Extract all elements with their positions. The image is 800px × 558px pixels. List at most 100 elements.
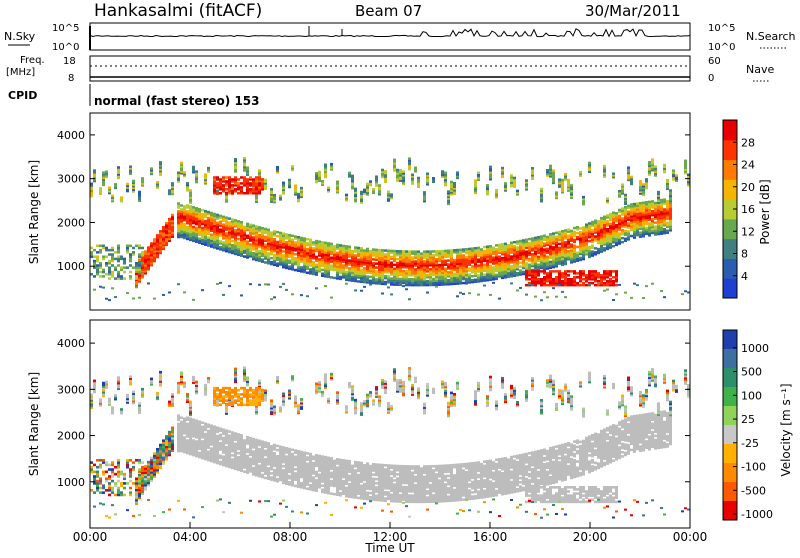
power-cell [204, 173, 207, 176]
power-cell [579, 231, 582, 234]
power-cell [606, 288, 609, 290]
power-cell [102, 269, 105, 272]
power-cell [660, 290, 663, 292]
power-cell [291, 165, 294, 168]
power-cell [135, 286, 138, 288]
power-cell [618, 232, 621, 235]
freq-label-1: Freq. [20, 55, 45, 66]
velocity-cell [120, 471, 123, 474]
power-cell [243, 255, 246, 258]
velocity-cell [120, 491, 123, 494]
velocity-cell [114, 482, 117, 485]
power-cell [282, 182, 285, 185]
power-cell [234, 219, 237, 222]
power-cell [120, 266, 123, 269]
power-cell [354, 289, 357, 291]
power-cell [456, 171, 459, 174]
power-cell [372, 188, 375, 191]
power-cell [309, 268, 312, 271]
power-cell [99, 275, 102, 278]
velocity-cell [138, 471, 141, 474]
power-cell [228, 221, 231, 224]
power-cell [168, 218, 171, 221]
power-cell [315, 256, 318, 258]
power-cell [624, 230, 627, 233]
power-cell [444, 267, 447, 270]
power-cell [354, 246, 357, 249]
power-cell [411, 174, 414, 177]
velocity-cell [126, 461, 129, 464]
power-cell [444, 250, 447, 253]
power-cell [219, 240, 222, 243]
velocity-cell [162, 511, 165, 513]
power-cell [387, 191, 390, 194]
power-cell [192, 299, 195, 301]
power-cell [204, 220, 207, 223]
power-cell [267, 229, 270, 232]
power-cell [525, 250, 528, 253]
power-cell [195, 170, 198, 173]
power-cell [576, 246, 579, 249]
power-cell [201, 209, 204, 212]
power-cell [141, 262, 144, 265]
velocity-cell [105, 381, 108, 384]
power-cell [180, 204, 183, 207]
velocity-cell [108, 464, 111, 467]
power-cell [189, 189, 192, 192]
power-cell [135, 277, 138, 280]
velocity-cell [195, 440, 198, 443]
power-cell [264, 179, 267, 182]
velocity-cell [96, 471, 99, 474]
power-cell [606, 228, 609, 231]
power-cell [120, 269, 123, 272]
power-cell [540, 278, 543, 281]
power-colorbar-label: Power [dB] [758, 179, 772, 244]
velocity-cell [99, 477, 102, 480]
power-cell [681, 293, 684, 295]
power-cell [603, 270, 606, 273]
velocity-cell [129, 491, 132, 494]
power-cell [570, 243, 573, 246]
power-cell [105, 249, 108, 252]
velocity-cell [111, 487, 114, 490]
power-cell [228, 217, 231, 220]
power-cell [252, 188, 255, 191]
power-cell [657, 191, 660, 194]
power-cell [633, 283, 636, 285]
power-cell [294, 269, 297, 272]
power-cell [114, 258, 117, 261]
power-cell [300, 187, 303, 190]
power-cell [249, 283, 252, 285]
power-cell [108, 253, 111, 256]
power-cell [192, 206, 195, 209]
velocity-cell [117, 487, 120, 490]
power-cell [282, 283, 285, 285]
power-cell [492, 266, 495, 269]
power-cell [273, 296, 276, 298]
power-cell [183, 223, 186, 226]
power-cell [129, 258, 132, 261]
power-cell [333, 277, 336, 280]
power-cell [111, 258, 114, 261]
power-cell [402, 170, 405, 173]
power-cell [465, 283, 468, 285]
power-cell [531, 167, 534, 170]
power-cell [180, 208, 183, 211]
power-cell [654, 221, 657, 224]
power-y-label: Slant Range [km] [27, 160, 41, 264]
power-cell [543, 248, 546, 251]
power-cell [126, 183, 129, 186]
power-cell [489, 294, 492, 296]
power-cell [135, 264, 138, 267]
colorbar-tick-label: 28 [741, 136, 755, 149]
power-cell [360, 247, 363, 250]
power-cell [426, 280, 429, 283]
power-cell [258, 182, 261, 185]
power-cell [99, 266, 102, 269]
power-cell [576, 236, 579, 239]
power-cell [291, 239, 294, 242]
velocity-cell [219, 461, 222, 464]
velocity-cell [216, 435, 219, 438]
power-cell [684, 290, 687, 292]
velocity-cell [120, 408, 123, 411]
